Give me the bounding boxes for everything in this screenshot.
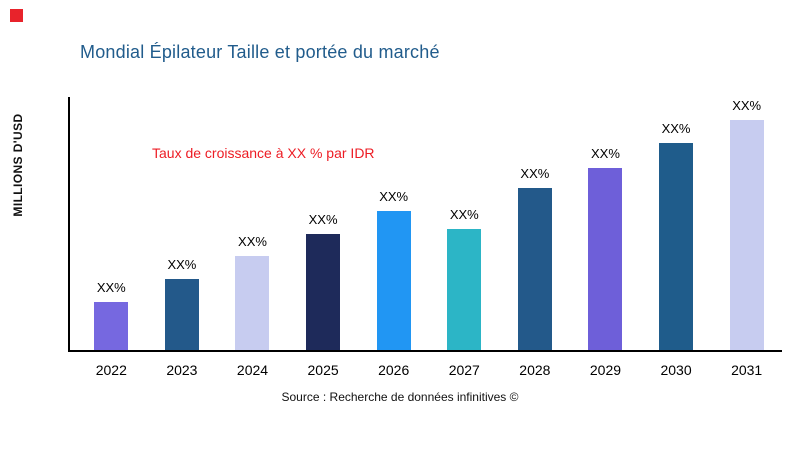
bar-value-label: XX% (661, 120, 691, 136)
bar-group-2023: XX% 2023 (147, 97, 217, 378)
growth-rate-annotation: Taux de croissance à XX % par IDR (152, 145, 375, 161)
bar-value-label: XX% (379, 188, 409, 204)
x-tick-label: 2026 (378, 362, 410, 378)
plot-area: Taux de croissance à XX % par IDR XX% 202… (68, 97, 782, 378)
bar-group-2024: XX% 2024 (217, 97, 287, 378)
x-tick-label: 2030 (660, 362, 692, 378)
x-tick-label: 2027 (448, 362, 480, 378)
bar-group-2026: XX% 2026 (359, 97, 429, 378)
bar-value-label: XX% (732, 97, 762, 113)
x-tick-label: 2024 (236, 362, 269, 378)
bar-group-2022: XX% 2022 (76, 97, 146, 378)
y-axis-label: MILLIONS D'USD (11, 113, 25, 217)
bar-2024 (235, 256, 270, 350)
bar-group-2031: XX% 2031 (712, 97, 782, 378)
bar-value-label: XX% (449, 206, 479, 222)
source-text: Source : Recherche de données infinitive… (281, 390, 519, 404)
bar-2027 (447, 228, 482, 350)
bar-value-label: XX% (520, 166, 550, 182)
x-tick-label: 2025 (307, 362, 339, 378)
bar-2025 (306, 233, 341, 350)
bars-container: XX% 2022 XX% 2023 XX% 2024 XX% 2025 XX% 2026 XX% 20… (76, 97, 782, 378)
bar-group-2027: XX% 2027 (429, 97, 499, 378)
bar-group-2030: XX% 2030 (641, 97, 711, 378)
bar-2031 (729, 119, 764, 350)
bar-value-label: XX% (96, 279, 126, 295)
bar-2028 (517, 188, 552, 350)
bar-2030 (659, 142, 694, 350)
brand-logo-icon (10, 9, 23, 22)
bar-value-label: XX% (308, 211, 338, 227)
x-tick-label: 2029 (589, 362, 622, 378)
bar-2026 (376, 210, 411, 350)
bar-value-label: XX% (591, 145, 620, 161)
bar-2029 (588, 167, 623, 350)
x-tick-label: 2022 (95, 362, 127, 378)
x-tick-label: 2023 (166, 362, 198, 378)
x-tick-label: 2028 (519, 362, 551, 378)
bar-value-label: XX% (167, 257, 197, 273)
x-tick-label: 2031 (731, 362, 763, 378)
bar-group-2025: XX% 2025 (288, 97, 358, 378)
bar-value-label: XX% (238, 234, 267, 250)
chart-title: Mondial Épilateur Taille et portée du ma… (80, 42, 440, 62)
bar-group-2029: XX% 2029 (570, 97, 640, 378)
bar-group-2028: XX% 2028 (500, 97, 570, 378)
bar-2023 (164, 279, 199, 350)
bar-2022 (94, 301, 129, 350)
